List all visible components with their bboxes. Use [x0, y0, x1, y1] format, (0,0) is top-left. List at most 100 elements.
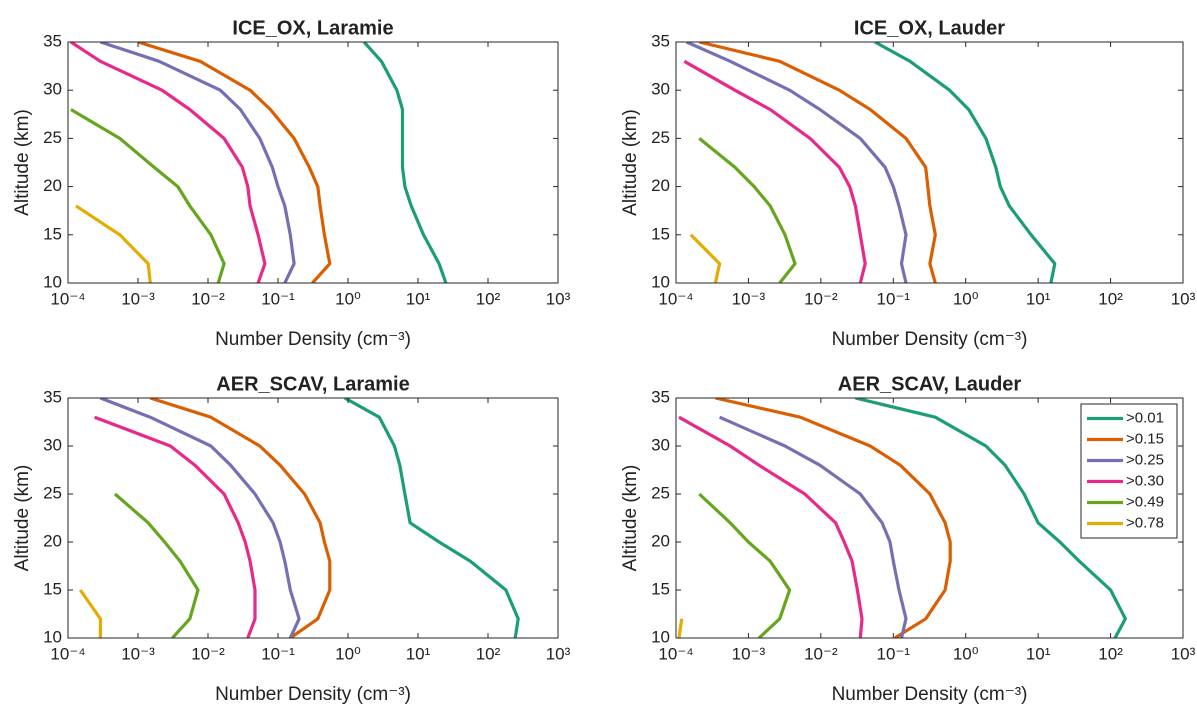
x-tick-label: 10⁻³: [732, 644, 766, 663]
series-line: [362, 42, 448, 283]
axes-frame: [675, 397, 1184, 639]
y-tick-label: 20: [43, 176, 62, 195]
legend-label: >0.01: [1126, 409, 1164, 426]
y-tick-label: 15: [43, 224, 62, 243]
y-axis-label: Altitude (km): [12, 109, 33, 216]
legend-label: >0.78: [1126, 514, 1164, 531]
x-tick-label: 10¹: [406, 289, 431, 308]
y-tick-label: 35: [43, 387, 62, 406]
x-tick-label: 10⁻³: [732, 289, 766, 308]
x-tick-label: 10⁻⁴: [658, 644, 693, 663]
y-tick-label: 15: [651, 579, 670, 598]
series-line: [689, 233, 722, 283]
y-tick-label: 25: [651, 128, 670, 147]
y-tick-label: 20: [651, 176, 670, 195]
series-line: [78, 589, 102, 638]
x-tick-label: 10³: [546, 644, 571, 663]
series-line: [715, 398, 952, 638]
chart-title: AER_SCAV, Laramie: [216, 373, 409, 395]
axes-frame: [675, 41, 1184, 284]
x-tick-label: 10⁻²: [191, 289, 225, 308]
x-tick-label: 10⁻¹: [261, 289, 295, 308]
x-tick-label: 10⁰: [335, 644, 361, 663]
plot-area: [68, 42, 558, 283]
chart-title: ICE_OX, Laramie: [232, 17, 393, 39]
x-axis-label: Number Density (cm⁻³): [832, 684, 1028, 705]
plot-area: [676, 42, 1183, 283]
series-line: [113, 492, 200, 638]
legend-label: >0.49: [1126, 493, 1164, 510]
series-line: [677, 618, 684, 638]
y-tick-label: 20: [43, 531, 62, 550]
x-tick-label: 10¹: [406, 644, 431, 663]
series-line: [137, 42, 332, 283]
legend-box: [1080, 403, 1178, 539]
plot-lines: [677, 398, 1127, 638]
y-tick-label: 30: [43, 80, 62, 99]
x-tick-label: 10⁰: [953, 289, 979, 308]
series-line: [685, 42, 908, 283]
x-tick-label: 10⁻¹: [877, 644, 911, 663]
y-tick-label: 25: [651, 483, 670, 502]
x-tick-label: 10⁻³: [121, 644, 155, 663]
y-tick-label: 20: [651, 531, 670, 550]
y-axis-label: Altitude (km): [620, 465, 641, 572]
y-tick-label: 30: [651, 435, 670, 454]
subplot: 10⁻⁴ 10⁻³ 10⁻² 10⁻¹ 10⁰ 10¹ 10² 10³ 10 15 20 25 30 35…: [620, 17, 1196, 350]
series-line: [344, 398, 520, 638]
series-line: [70, 42, 267, 283]
series-line: [698, 42, 937, 283]
x-tick-label: 10⁻¹: [877, 289, 911, 308]
chart-title: ICE_OX, Lauder: [854, 17, 1005, 39]
y-tick-label: 25: [43, 483, 62, 502]
x-axis-label: Number Density (cm⁻³): [215, 684, 411, 705]
x-tick-label: 10²: [476, 644, 501, 663]
x-axis-label: Number Density (cm⁻³): [832, 329, 1028, 350]
axes-frame: [67, 397, 559, 639]
legend-label: >0.15: [1126, 430, 1164, 447]
subplot: 10⁻⁴ 10⁻³ 10⁻² 10⁻¹ 10⁰ 10¹ 10² 10³ 10 15 20 25 30 35…: [620, 373, 1196, 705]
series-line: [698, 492, 792, 638]
series-line: [99, 398, 301, 638]
y-tick-label: 35: [651, 387, 670, 406]
subplot: 10⁻⁴ 10⁻³ 10⁻² 10⁻¹ 10⁰ 10¹ 10² 10³ 10 15 20 25 30 35…: [12, 17, 571, 350]
subplot: 10⁻⁴ 10⁻³ 10⁻² 10⁻¹ 10⁰ 10¹ 10² 10³ 10 15 20 25 30 35…: [12, 373, 571, 705]
legend-label: >0.25: [1126, 451, 1164, 468]
legend-label: >0.30: [1126, 472, 1164, 489]
x-tick-label: 10⁻⁴: [658, 289, 693, 308]
x-tick-label: 10⁰: [953, 644, 979, 663]
y-tick-label: 35: [651, 31, 670, 50]
y-tick-label: 15: [651, 224, 670, 243]
y-tick-label: 10: [651, 627, 670, 646]
x-axis-label: Number Density (cm⁻³): [215, 329, 411, 350]
x-tick-label: 10²: [476, 289, 501, 308]
y-tick-label: 10: [43, 272, 62, 291]
series-line: [99, 42, 296, 283]
y-tick-label: 30: [651, 80, 670, 99]
x-tick-label: 10⁻⁴: [50, 644, 85, 663]
x-tick-label: 10²: [1098, 289, 1123, 308]
series-line: [94, 415, 257, 638]
x-tick-label: 10⁰: [335, 289, 361, 308]
x-tick-label: 10²: [1098, 644, 1123, 663]
series-line: [855, 398, 1127, 638]
axes-frame: [67, 41, 559, 284]
series-line: [874, 42, 1057, 283]
series-line: [718, 415, 908, 638]
series-line: [70, 108, 226, 283]
x-tick-label: 10¹: [1026, 644, 1051, 663]
x-tick-label: 10⁻⁴: [50, 289, 85, 308]
x-tick-label: 10¹: [1026, 289, 1051, 308]
y-tick-label: 15: [43, 579, 62, 598]
y-axis-label: Altitude (km): [12, 465, 33, 572]
chart-title: AER_SCAV, Lauder: [838, 373, 1022, 395]
x-tick-label: 10⁻¹: [261, 644, 295, 663]
x-tick-label: 10⁻²: [191, 644, 225, 663]
x-tick-label: 10³: [1171, 644, 1196, 663]
plot-lines: [78, 398, 520, 638]
y-axis-label: Altitude (km): [620, 109, 641, 216]
y-tick-label: 10: [651, 272, 670, 291]
y-tick-label: 10: [43, 627, 62, 646]
y-tick-label: 35: [43, 31, 62, 50]
